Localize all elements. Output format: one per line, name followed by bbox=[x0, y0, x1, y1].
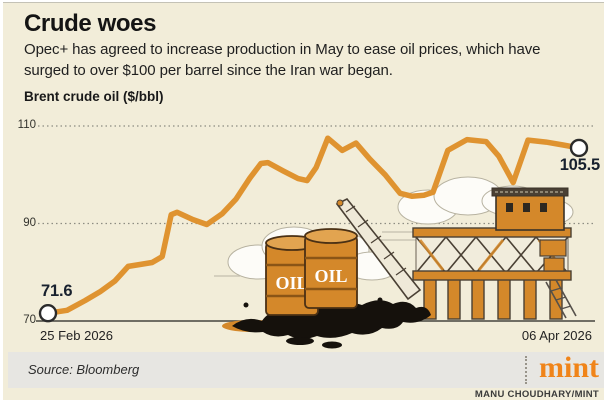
subtitle-line-1: Opec+ has agreed to increase production … bbox=[24, 41, 541, 58]
x-axis-end-date: 06 Apr 2026 bbox=[521, 328, 592, 343]
source-credit: Source: Bloomberg bbox=[28, 362, 140, 377]
oil-spill bbox=[232, 300, 431, 339]
x-axis-start-date: 25 Feb 2026 bbox=[40, 328, 114, 343]
y-tick-110: 110 bbox=[17, 119, 36, 131]
barrel-oil-label: OIL bbox=[314, 266, 347, 286]
start-value-label: 71.6 bbox=[41, 282, 73, 300]
oil-barrel-right: OIL bbox=[304, 228, 358, 309]
artist-credit: MANU CHOUDHARY/MINT bbox=[474, 389, 599, 400]
y-tick-70: 70 bbox=[23, 314, 36, 326]
start-point-marker bbox=[38, 304, 58, 323]
oil-rig-illustration bbox=[335, 187, 577, 320]
mint-logo: mint bbox=[539, 351, 599, 384]
chart-axis-title: Brent crude oil ($/bbl) bbox=[24, 89, 164, 104]
oil-barrels-illustration: OIL OIL bbox=[222, 228, 431, 349]
barrel-oil-label: OIL bbox=[275, 273, 308, 293]
end-value-label: 105.5 bbox=[559, 156, 600, 174]
footer-band bbox=[8, 352, 604, 388]
page-title: Crude woes bbox=[24, 10, 157, 37]
y-tick-90: 90 bbox=[23, 217, 36, 229]
footer-divider bbox=[525, 356, 527, 384]
price-line bbox=[45, 135, 582, 316]
subtitle-line-2: surged to over $100 per barrel since the… bbox=[24, 62, 393, 79]
end-point-marker bbox=[569, 138, 589, 158]
